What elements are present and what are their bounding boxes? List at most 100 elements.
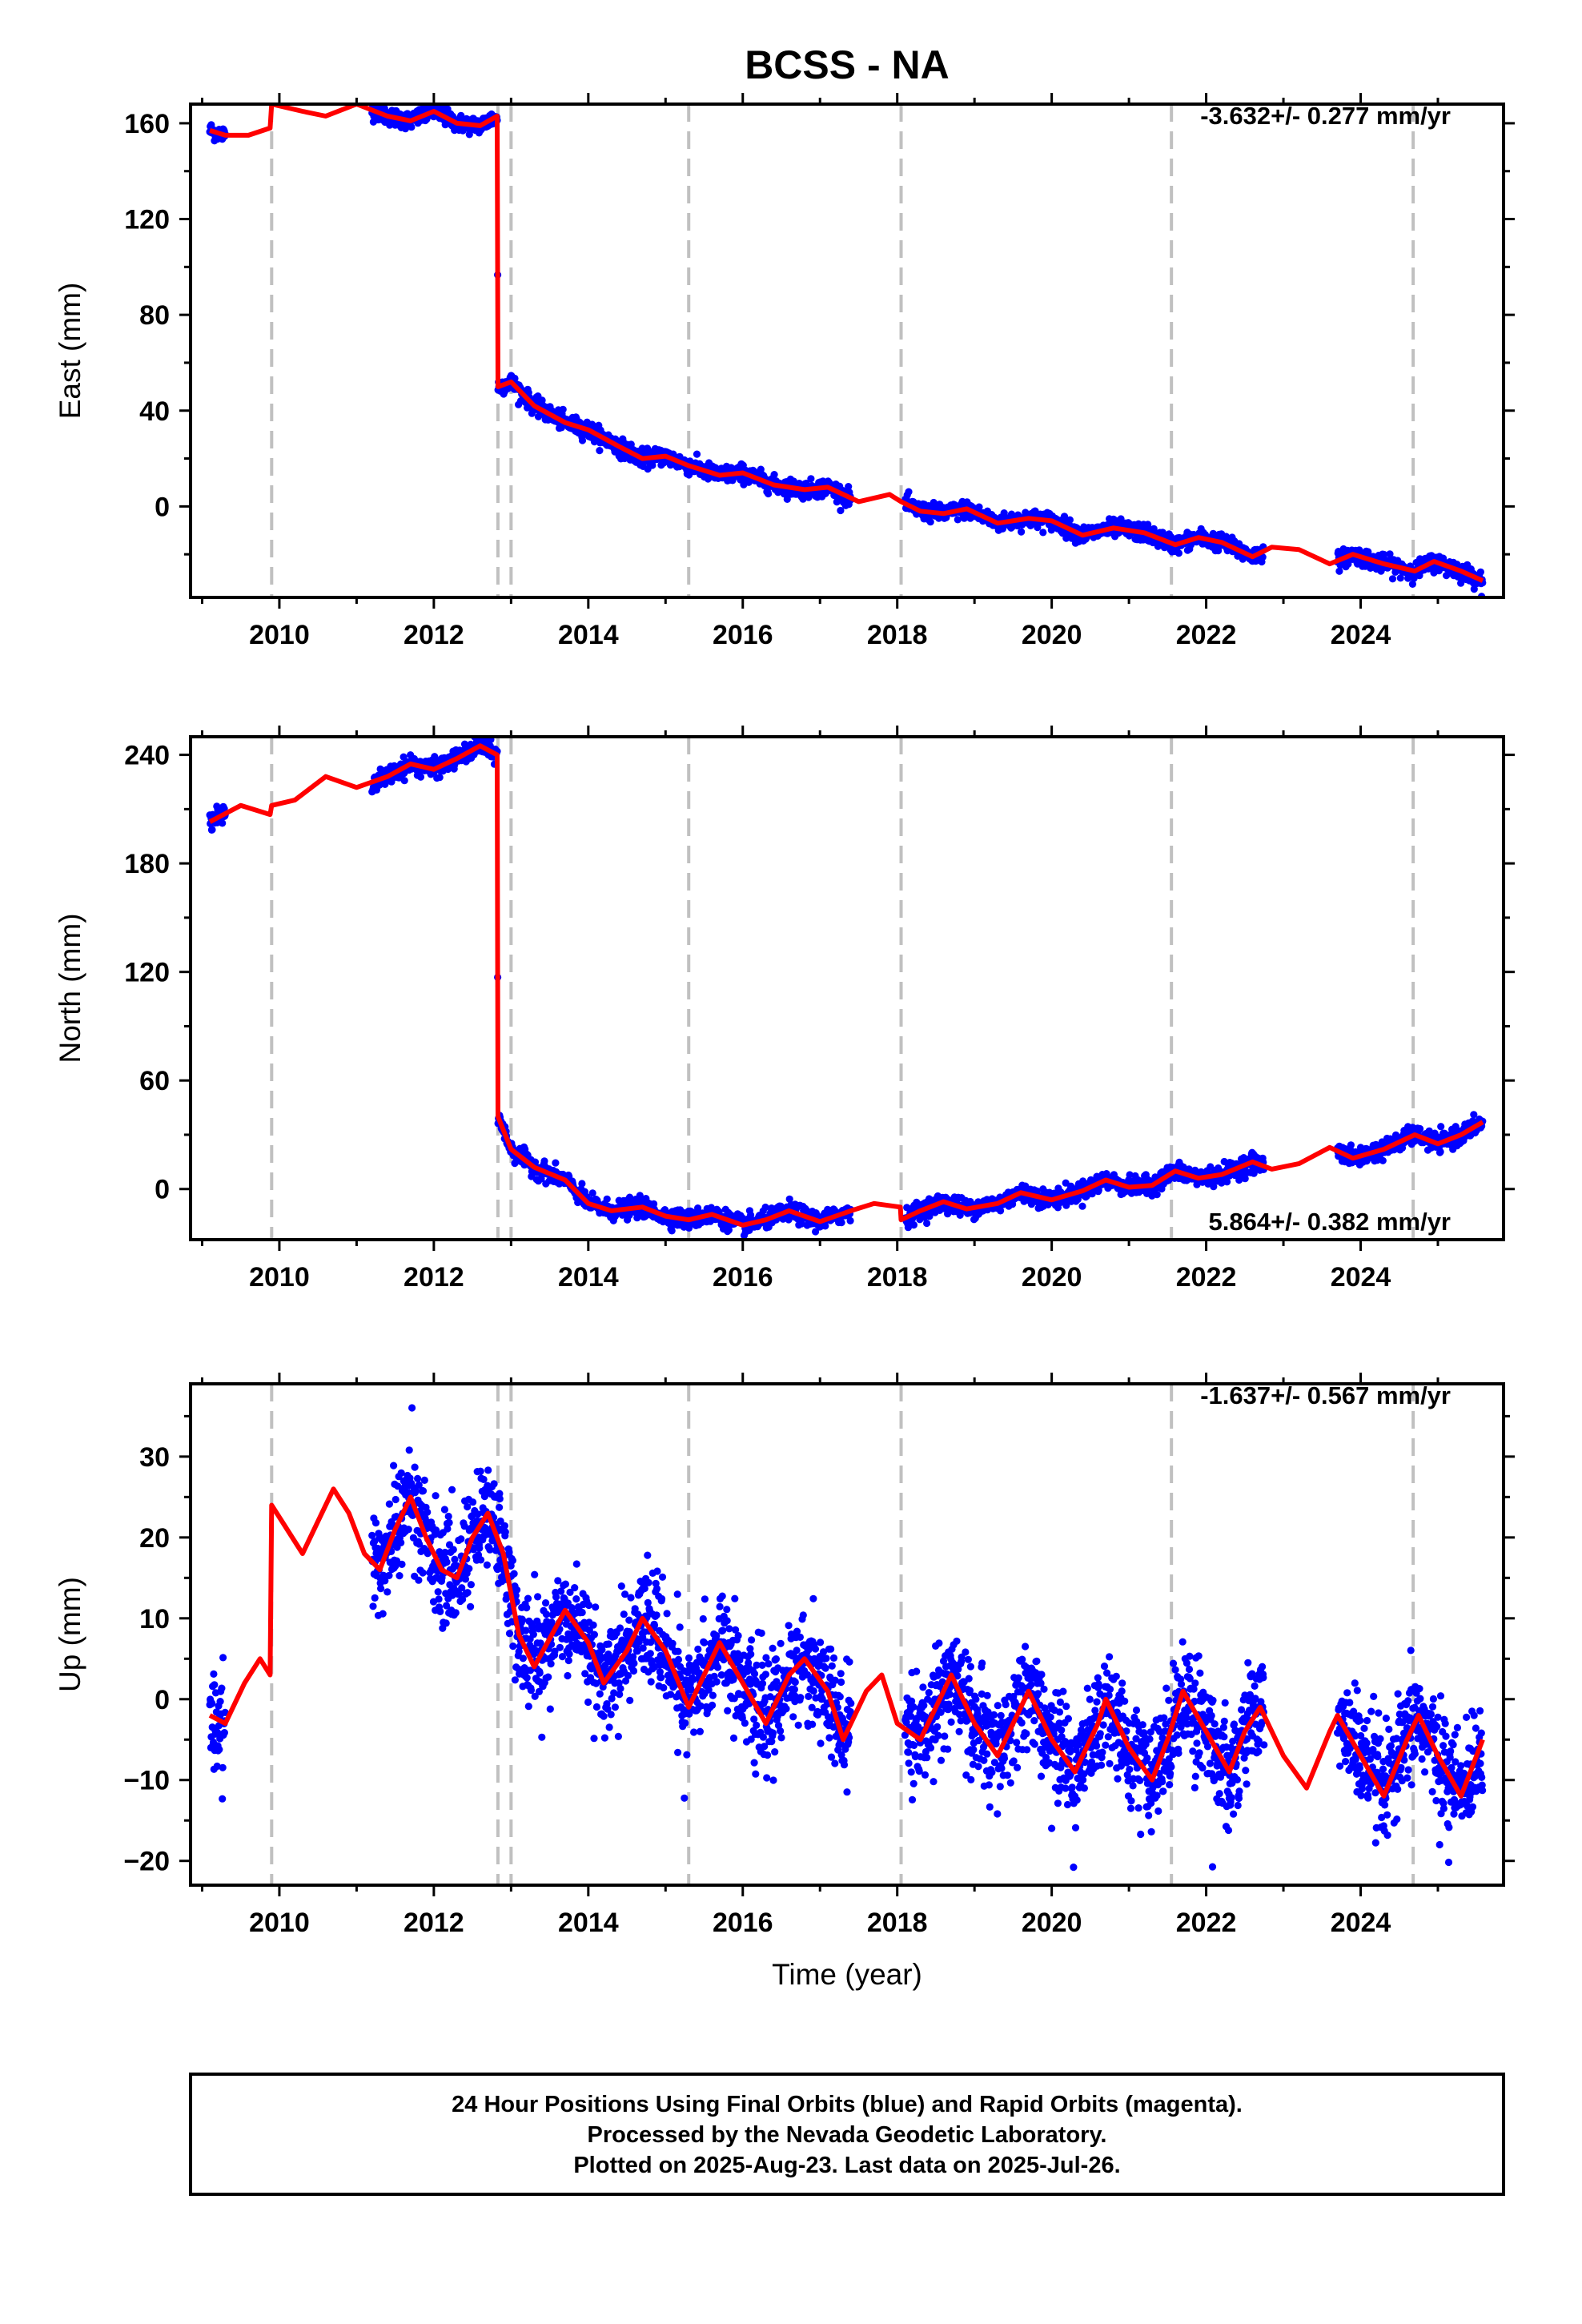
data-point xyxy=(1018,528,1026,536)
data-point xyxy=(219,1763,227,1771)
data-point xyxy=(1144,521,1152,529)
data-point xyxy=(1476,568,1484,576)
data-point xyxy=(486,1546,494,1554)
data-point xyxy=(846,1216,854,1224)
data-point xyxy=(596,447,604,455)
data-point xyxy=(725,1226,733,1234)
east-rate-label: -3.632+/- 0.277 mm/yr xyxy=(1200,102,1451,130)
model-fit-line xyxy=(209,104,1484,583)
data-point xyxy=(505,1630,514,1638)
data-point xyxy=(529,1630,538,1638)
data-point xyxy=(770,471,778,479)
data-point xyxy=(1437,1123,1445,1131)
data-point xyxy=(405,1446,413,1454)
data-point xyxy=(216,1698,224,1706)
data-point xyxy=(765,489,773,498)
data-point xyxy=(668,1227,676,1235)
data-point xyxy=(368,1531,376,1539)
data-point xyxy=(477,1556,485,1564)
data-point xyxy=(464,1589,472,1597)
data-point xyxy=(905,488,913,496)
data-point xyxy=(424,1508,432,1516)
data-point xyxy=(439,1624,447,1632)
data-point xyxy=(505,1548,513,1556)
x-tick-label: 2016 xyxy=(713,1262,773,1293)
data-point xyxy=(1335,567,1343,575)
data-point xyxy=(371,1594,379,1602)
model-fit-line xyxy=(208,743,1484,1228)
y-tick-label: 60 xyxy=(139,1066,170,1096)
data-point xyxy=(467,1581,476,1589)
y-tick-label: 240 xyxy=(124,741,170,771)
data-point xyxy=(1408,580,1416,589)
data-point xyxy=(452,1609,460,1617)
data-point xyxy=(390,1462,398,1470)
data-point xyxy=(444,1512,452,1521)
x-tick-label: 2022 xyxy=(1176,1262,1237,1293)
data-point xyxy=(1235,1176,1243,1184)
data-point xyxy=(218,1684,226,1692)
data-point xyxy=(490,1480,498,1488)
data-point xyxy=(1078,1202,1086,1210)
data-point xyxy=(1386,550,1394,558)
data-point xyxy=(219,1795,227,1803)
data-point xyxy=(392,1557,401,1565)
data-point xyxy=(821,1222,829,1230)
data-point xyxy=(416,773,425,781)
data-point xyxy=(903,1204,911,1212)
data-point xyxy=(1034,524,1042,532)
data-point xyxy=(411,1463,419,1471)
data-point xyxy=(785,1195,793,1203)
north-y-axis-label: North (mm) xyxy=(54,913,86,1063)
data-point xyxy=(379,1610,387,1618)
y-tick-label: 180 xyxy=(124,849,170,879)
data-point xyxy=(432,1492,440,1500)
y-tick-label: 0 xyxy=(155,1175,170,1205)
data-point xyxy=(220,1729,228,1737)
data-point xyxy=(443,1558,451,1566)
data-point xyxy=(578,1180,586,1188)
data-point xyxy=(783,495,791,504)
x-tick-label: 2018 xyxy=(867,620,928,650)
data-point xyxy=(1210,1183,1218,1191)
data-point xyxy=(457,1535,465,1543)
north-frame xyxy=(189,735,1505,1241)
data-point xyxy=(484,1466,492,1474)
data-point xyxy=(408,123,416,131)
data-point xyxy=(511,374,519,383)
x-tick-label: 2012 xyxy=(404,620,464,650)
y-tick-label: 40 xyxy=(139,396,170,427)
data-point xyxy=(476,1544,484,1552)
data-point xyxy=(369,1602,377,1610)
data-point xyxy=(526,1667,535,1675)
data-point xyxy=(210,1670,218,1678)
x-tick-label: 2020 xyxy=(1022,1262,1082,1293)
data-point xyxy=(398,1560,406,1568)
data-point xyxy=(469,1498,477,1506)
data-point xyxy=(685,1224,693,1232)
data-point xyxy=(923,1219,931,1228)
data-point xyxy=(508,1557,517,1565)
data-point xyxy=(559,405,567,413)
data-point xyxy=(449,1546,457,1554)
data-point xyxy=(487,1530,495,1538)
data-point xyxy=(1062,1201,1070,1209)
data-point xyxy=(474,1510,482,1518)
data-point xyxy=(523,1604,531,1612)
data-point xyxy=(420,1476,428,1484)
data-point xyxy=(1425,1127,1433,1135)
data-point xyxy=(383,1588,391,1596)
up-panel: 2010 2012 2014 2016 2018 2020 2022 2024−20−1001… xyxy=(54,1373,1515,1938)
data-point xyxy=(408,1404,416,1412)
data-point xyxy=(1470,1111,1478,1119)
data-point xyxy=(385,1571,393,1579)
data-point xyxy=(419,1569,427,1577)
data-point xyxy=(513,1586,521,1594)
data-point xyxy=(500,1522,509,1530)
data-point xyxy=(487,737,495,744)
y-tick-label: 160 xyxy=(124,109,170,139)
data-point xyxy=(1174,549,1182,557)
y-tick-label: 120 xyxy=(124,205,170,235)
data-point xyxy=(510,1570,518,1578)
x-tick-label: 2024 xyxy=(1331,1262,1391,1293)
